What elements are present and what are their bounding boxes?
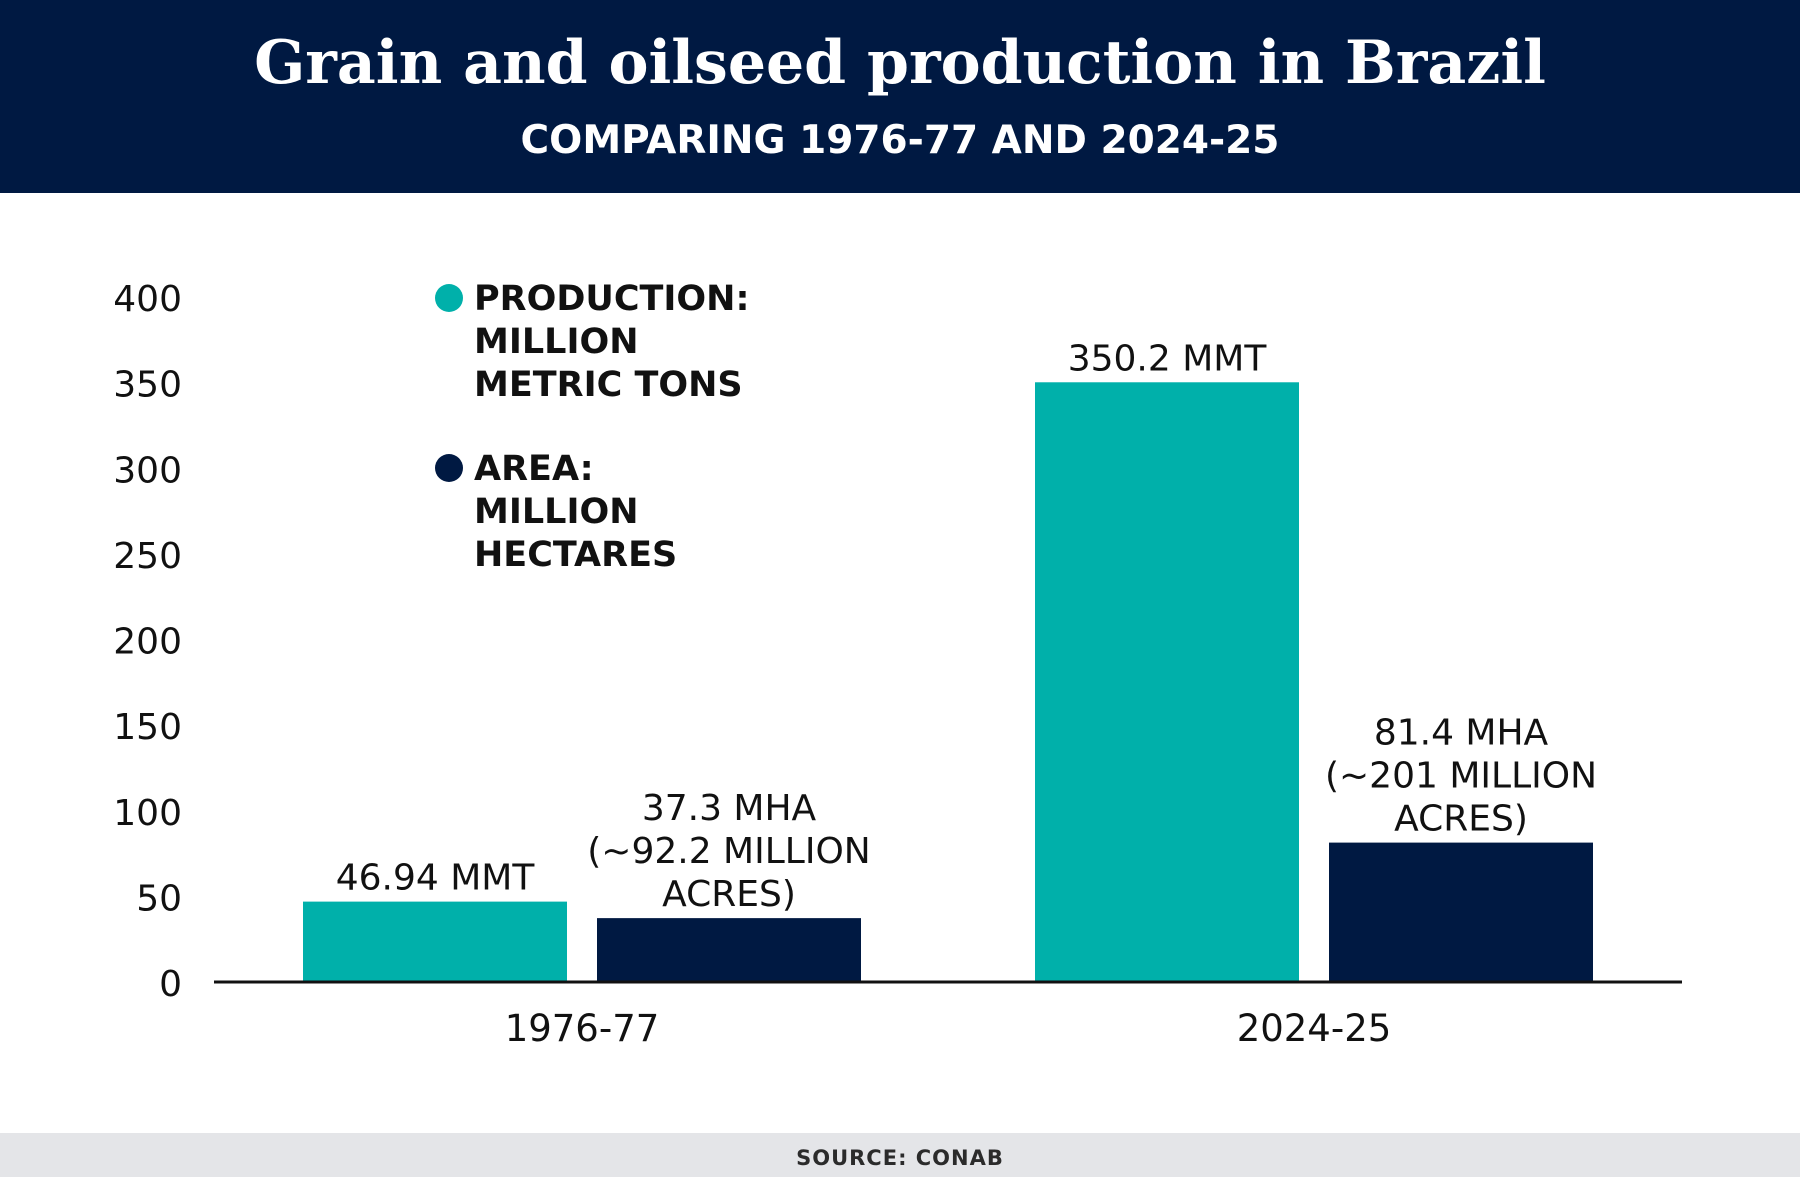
- header-band: Grain and oilseed production in Brazil C…: [0, 0, 1800, 193]
- y-tick-label: 250: [113, 536, 182, 577]
- y-tick-label: 200: [113, 622, 182, 663]
- data-label: ACRES): [1394, 799, 1528, 840]
- x-tick-label: 1976-77: [505, 1007, 660, 1050]
- legend-marker-production: [435, 284, 463, 312]
- y-tick-label: 400: [113, 279, 182, 320]
- data-label: (~201 MILLION: [1325, 756, 1597, 797]
- data-label: 46.94 MMT: [336, 858, 536, 899]
- data-label: 37.3 MHA: [642, 788, 817, 829]
- source-note: SOURCE: CONAB: [796, 1146, 1004, 1170]
- legend-label: AREA:: [474, 449, 594, 489]
- y-tick-label: 150: [113, 707, 182, 748]
- legend-label: PRODUCTION:: [474, 279, 749, 319]
- x-tick-label: 2024-25: [1237, 1007, 1392, 1050]
- data-label: (~92.2 MILLION: [587, 831, 870, 872]
- data-label: 350.2 MMT: [1068, 338, 1268, 379]
- bar-production-1976-77: [303, 901, 567, 982]
- legend-label: MILLION: [474, 492, 639, 532]
- legend-label: METRIC TONS: [474, 365, 743, 405]
- legend-marker-area: [435, 454, 463, 482]
- legend-label: HECTARES: [474, 535, 677, 575]
- data-label: ACRES): [662, 874, 796, 915]
- data-label: 81.4 MHA: [1374, 713, 1549, 754]
- y-tick-label: 0: [159, 964, 182, 1005]
- y-tick-label: 100: [113, 793, 182, 834]
- footer-band: [0, 1133, 1800, 1177]
- bar-area-1976-77: [597, 918, 861, 982]
- y-tick-label: 350: [113, 365, 182, 406]
- y-tick-label: 300: [113, 450, 182, 491]
- legend-label: MILLION: [474, 322, 639, 362]
- y-tick-label: 50: [136, 878, 182, 919]
- chart-subtitle: COMPARING 1976-77 AND 2024-25: [520, 118, 1280, 163]
- bar-area-2024-25: [1329, 842, 1593, 982]
- chart-title: Grain and oilseed production in Brazil: [254, 28, 1546, 98]
- bar-production-2024-25: [1035, 382, 1299, 983]
